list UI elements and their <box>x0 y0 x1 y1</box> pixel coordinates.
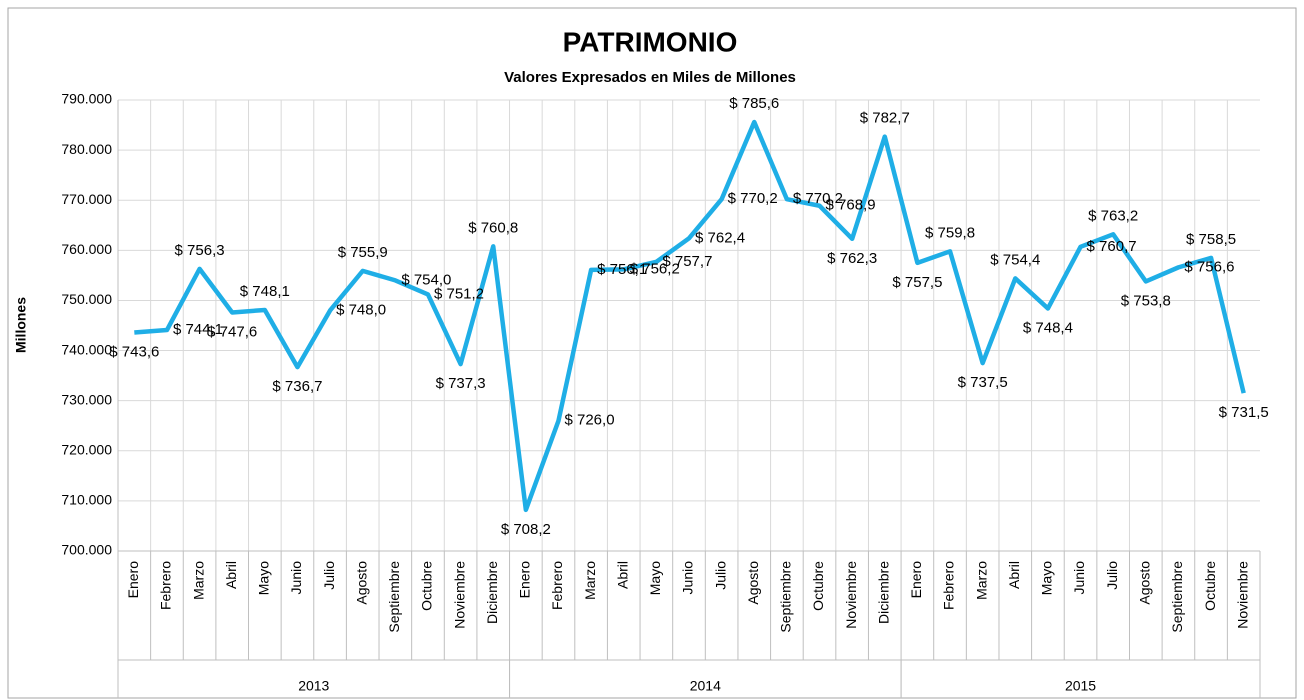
x-tick-label: Marzo <box>190 561 206 600</box>
y-tick-label: 720.000 <box>61 441 112 457</box>
chart-frame <box>7 7 1297 699</box>
group-label: 2015 <box>1065 678 1096 694</box>
line <box>134 119 1246 513</box>
y-tick-label: 710.000 <box>61 492 112 508</box>
y-tick-label: 760.000 <box>61 241 112 257</box>
x-tick-label: Enero <box>517 561 533 599</box>
x-tick-label: Abril <box>614 561 630 589</box>
group-label: 2013 <box>298 678 329 694</box>
data-label: $ 757,5 <box>892 274 942 291</box>
data-label: $ 748,4 <box>1023 319 1073 336</box>
x-tick-label: Agosto <box>745 561 761 605</box>
data-label: $ 748,1 <box>240 283 290 300</box>
data-label: $ 760,8 <box>468 219 518 236</box>
data-label: $ 737,3 <box>436 375 486 392</box>
x-tick-label: Febrero <box>158 561 174 610</box>
data-label: $ 731,5 <box>1219 404 1269 421</box>
x-tick-label: Enero <box>908 561 924 599</box>
data-label: $ 756,1 <box>597 261 647 278</box>
data-label: $ 770,2 <box>793 190 843 207</box>
data-label: $ 754,4 <box>990 251 1040 268</box>
data-label: $ 737,5 <box>958 374 1008 391</box>
data-label: $ 751,2 <box>434 285 484 302</box>
data-label: $ 756,6 <box>1184 258 1234 275</box>
data-label: $ 726,0 <box>564 412 614 429</box>
x-tick-label: Septiembre <box>778 561 794 633</box>
x-tick-label: Agosto <box>1137 561 1153 605</box>
x-tick-label: Diciembre <box>484 561 500 624</box>
data-label: $ 763,2 <box>1088 207 1138 224</box>
x-tick-label: Julio <box>1104 561 1120 590</box>
data-label: $ 755,9 <box>338 244 388 261</box>
data-label: $ 760,7 <box>1087 238 1137 255</box>
y-tick-label: 790.000 <box>61 91 112 107</box>
y-tick-label: 730.000 <box>61 391 112 407</box>
data-label: $ 708,2 <box>501 521 551 538</box>
data-label: $ 759,8 <box>925 224 975 241</box>
data-label: $ 768,9 <box>826 197 876 214</box>
chart-title: PATRIMONIO <box>563 26 738 57</box>
x-tick-label: Junio <box>288 561 304 595</box>
data-label: $ 762,4 <box>695 229 745 246</box>
x-tick-label: Noviembre <box>1234 561 1250 629</box>
chart-subtitle: Valores Expresados en Miles de Millones <box>504 69 796 86</box>
data-label: $ 753,8 <box>1121 292 1171 309</box>
x-tick-label: Julio <box>712 561 728 590</box>
y-tick-label: 700.000 <box>61 542 112 558</box>
x-tick-label: Marzo <box>582 561 598 600</box>
data-label: $ 785,6 <box>729 95 779 112</box>
data-label: $ 756,2 <box>630 260 680 277</box>
x-tick-label: Noviembre <box>451 561 467 629</box>
data-label: $ 758,5 <box>1186 231 1236 248</box>
x-tick-label: Mayo <box>1039 561 1055 595</box>
y-tick-label: 740.000 <box>61 341 112 357</box>
x-tick-label: Abril <box>223 561 239 589</box>
data-label: $ 754,0 <box>401 271 451 288</box>
y-axis-label: Millones <box>13 297 29 353</box>
data-label: $ 762,3 <box>827 250 877 267</box>
x-tick-label: Diciembre <box>875 561 891 624</box>
x-tick-label: Mayo <box>647 561 663 595</box>
y-tick-label: 780.000 <box>61 141 112 157</box>
x-tick-label: Enero <box>125 561 141 599</box>
data-label: $ 747,6 <box>207 323 257 340</box>
data-label: $ 756,3 <box>175 242 225 259</box>
data-label: $ 757,7 <box>662 253 712 270</box>
x-tick-label: Octubre <box>810 561 826 611</box>
x-tick-label: Noviembre <box>843 561 859 629</box>
x-tick-label: Septiembre <box>386 561 402 633</box>
x-tick-label: Abril <box>1006 561 1022 589</box>
data-label: $ 782,7 <box>860 110 910 127</box>
data-label: $ 736,7 <box>272 378 322 395</box>
x-tick-label: Febrero <box>941 561 957 610</box>
x-tick-label: Septiembre <box>1169 561 1185 633</box>
x-tick-label: Febrero <box>549 561 565 610</box>
x-tick-label: Octubre <box>1202 561 1218 611</box>
x-tick-label: Julio <box>321 561 337 590</box>
x-tick-label: Junio <box>680 561 696 595</box>
data-label: $ 744,1 <box>173 321 223 338</box>
data-label: $ 748,0 <box>336 301 386 318</box>
data-label: $ 770,2 <box>728 190 778 207</box>
y-tick-label: 750.000 <box>61 291 112 307</box>
data-label: $ 743,6 <box>109 343 159 360</box>
x-tick-label: Marzo <box>973 561 989 600</box>
x-tick-label: Junio <box>1071 561 1087 595</box>
x-tick-label: Agosto <box>353 561 369 605</box>
x-tick-label: Octubre <box>419 561 435 611</box>
y-tick-label: 770.000 <box>61 191 112 207</box>
x-tick-label: Mayo <box>256 561 272 595</box>
group-label: 2014 <box>690 678 721 694</box>
